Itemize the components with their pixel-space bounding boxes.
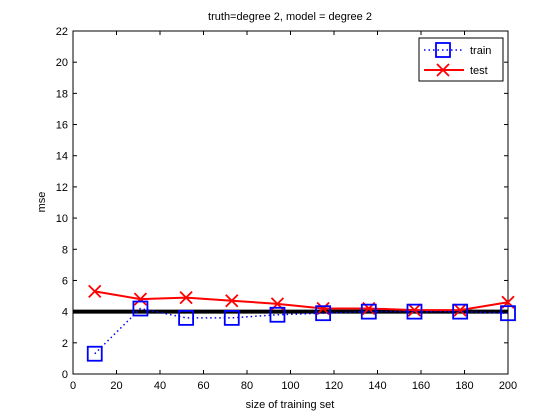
x-tick-label: 40 (154, 380, 166, 392)
train-point (132, 300, 149, 317)
x-tick-label: 20 (110, 380, 122, 392)
train-series-line (94, 307, 509, 355)
test-point (133, 292, 148, 306)
train-point (86, 345, 103, 362)
test-point (225, 294, 239, 308)
train-point (178, 309, 195, 326)
train-point (360, 303, 377, 320)
x-tick-label: 60 (197, 380, 209, 392)
x-axis-title: size of training set (246, 399, 335, 411)
x-tick-label: 80 (241, 380, 253, 392)
test-point (453, 303, 467, 317)
test-point (88, 284, 102, 299)
train-point (406, 303, 423, 320)
test-point (407, 303, 422, 317)
legend-test-label: test (470, 65, 488, 77)
x-tick-label: 160 (412, 380, 430, 392)
x-tick-label: 140 (368, 380, 386, 392)
y-tick-label: 20 (56, 57, 68, 69)
y-tick-label: 10 (56, 213, 68, 225)
train-point (500, 305, 516, 322)
y-tick-label: 6 (62, 275, 68, 287)
test-series-line (94, 290, 509, 312)
train-point (223, 309, 240, 326)
y-tick-label: 2 (62, 338, 68, 350)
y-axis-title: mse (36, 192, 48, 213)
test-point (179, 290, 193, 305)
legend-train-label: train (470, 45, 491, 57)
train-point (269, 306, 286, 323)
y-tick-label: 12 (56, 182, 68, 194)
y-tick-label: 0 (62, 369, 68, 381)
series-layer (73, 284, 516, 362)
x-tick-label: 200 (499, 380, 517, 392)
legend: train test (418, 37, 504, 82)
ticks-layer: 0 20 40 60 80 100 120 140 160 180 200 0 2 4 6 8 10 12 14 16… (56, 26, 517, 392)
x-tick-label: 180 (455, 380, 473, 392)
x-tick-label: 100 (281, 380, 299, 392)
legend-box (418, 37, 504, 82)
train-point (452, 303, 469, 320)
x-tick-label: 0 (70, 380, 76, 392)
chart-title: truth=degree 2, model = degree 2 (208, 11, 372, 23)
y-tick-label: 16 (56, 120, 68, 132)
train-point (315, 305, 332, 322)
legend-test-marker (436, 63, 450, 77)
y-tick-label: 22 (56, 26, 68, 38)
y-tick-label: 14 (56, 151, 68, 163)
y-tick-label: 18 (56, 88, 68, 100)
plot-frame (72, 30, 509, 375)
y-tick-label: 8 (62, 244, 68, 256)
x-tick-label: 120 (325, 380, 343, 392)
y-tick-label: 4 (62, 307, 68, 319)
legend-train-marker (435, 42, 451, 58)
